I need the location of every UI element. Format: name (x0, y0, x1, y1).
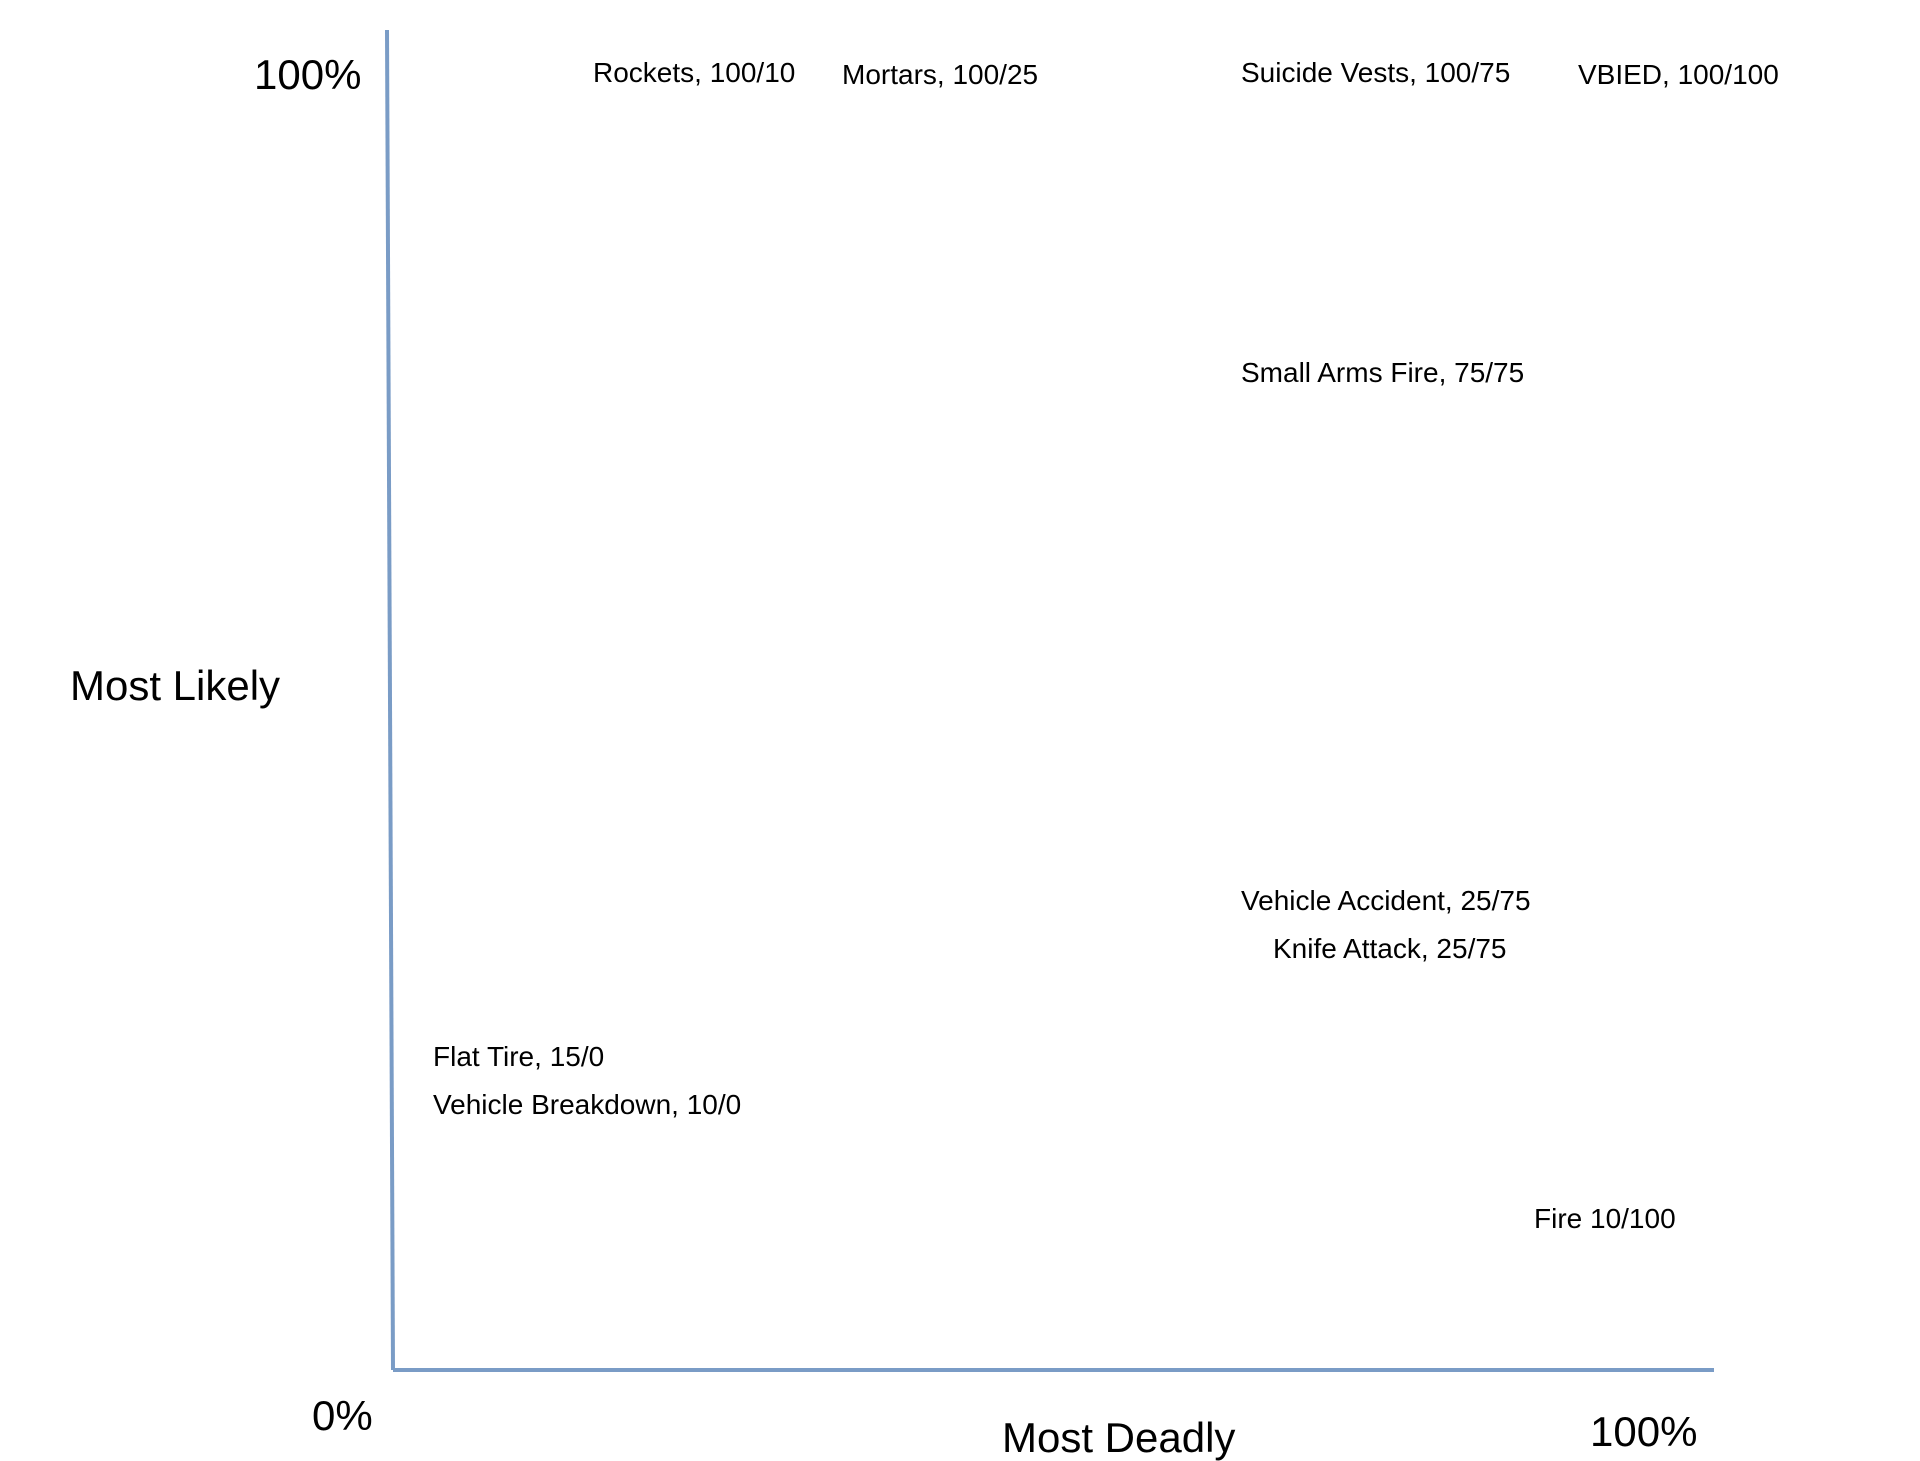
point-label-vehicle-accident-25-75: Vehicle Accident, 25/75 (1241, 885, 1531, 916)
point-label-suicide-vests-100-75: Suicide Vests, 100/75 (1241, 57, 1510, 88)
y-axis-line (385, 29, 395, 1371)
x-max-tick-label: 100% (1590, 1408, 1697, 1455)
point-label-vehicle-breakdown-10-0: Vehicle Breakdown, 10/0 (433, 1089, 741, 1120)
point-labels: Rockets, 100/10 Mortars, 100/25 Suicide Ve… (433, 57, 1779, 1234)
point-label-knife-attack-25-75: Knife Attack, 25/75 (1273, 933, 1507, 964)
point-label-flat-tire-15-0: Flat Tire, 15/0 (433, 1041, 604, 1072)
x-axis-title: Most Deadly (1002, 1414, 1235, 1461)
point-label-mortars-100-25: Mortars, 100/25 (842, 59, 1038, 90)
y-axis-title: Most Likely (70, 662, 280, 709)
y-max-tick-label: 100% (254, 51, 361, 98)
point-label-fire-10-100: Fire 10/100 (1534, 1203, 1676, 1234)
point-label-small-arms-fire-75-75: Small Arms Fire, 75/75 (1241, 357, 1524, 388)
origin-tick-label: 0% (312, 1392, 373, 1439)
point-label-vbied-100-100: VBIED, 100/100 (1578, 59, 1779, 90)
point-label-rockets-100-10: Rockets, 100/10 (593, 57, 795, 88)
